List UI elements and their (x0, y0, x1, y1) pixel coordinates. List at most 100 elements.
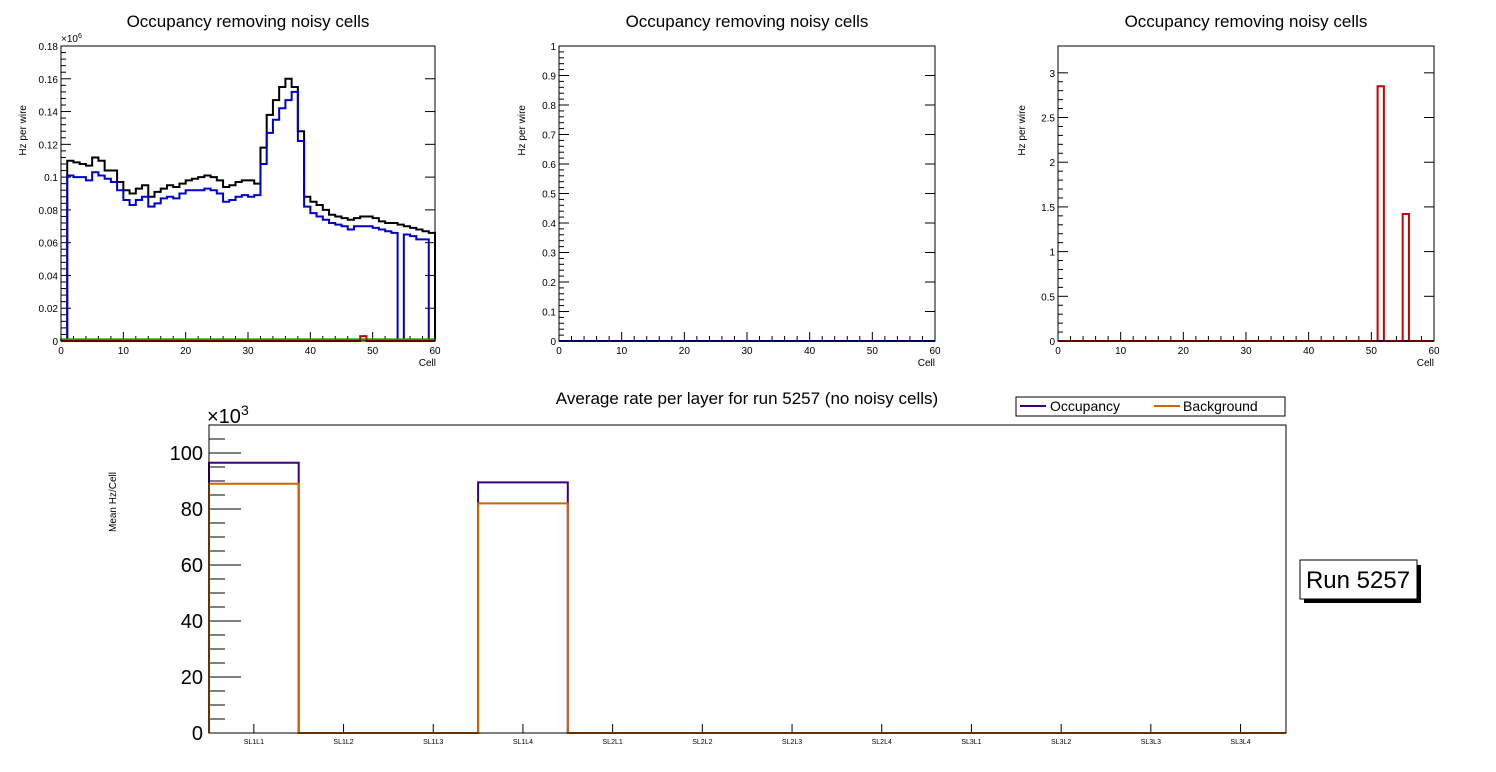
summary-category-label: SL3L2 (1051, 739, 1071, 746)
panel-3-xlabel: Cell (1417, 358, 1434, 369)
summary-category-label: SL3L1 (961, 739, 981, 746)
panel-3-ytick-label: 1.5 (1041, 203, 1055, 214)
panel-3-xtick-label: 40 (1303, 346, 1315, 357)
panel-1-xtick-label: 0 (58, 346, 64, 357)
panel-1-title: Occupancy removing noisy cells (127, 12, 370, 31)
summary-panel: Average rate per layer for run 5257 (no … (108, 389, 1421, 746)
panel-2-xtick-label: 20 (679, 346, 691, 357)
summary-ytick-label: 40 (181, 611, 203, 633)
summary-x-ticks: SL1L1 SL1L2 SL1L3 SL1L4 SL2L1 SL2L2 SL2L3 SL2L4… (244, 724, 1251, 746)
summary-ytick-label: 60 (181, 555, 203, 577)
panel-2-ytick-label: 0.8 (542, 101, 556, 112)
summary-category-label: SL2L1 (603, 739, 623, 746)
panel-3-xtick-label: 20 (1178, 346, 1190, 357)
panel-2-y-ticks: 0 0.1 0.2 0.3 0.4 0.5 0.6 0.7 0.8 0.9 1 (542, 42, 935, 348)
panel-1-xlabel: Cell (419, 358, 436, 369)
panel-2-xtick-label: 40 (804, 346, 816, 357)
panel-2: Occupancy removing noisy cells Hz per wi… (517, 12, 941, 369)
panel-1-ytick-label: 0 (52, 337, 58, 348)
panel-3-series (1058, 85, 1434, 342)
panel-3-x-ticks: 0 10 20 30 40 50 60 (1055, 332, 1440, 357)
panel-3: Occupancy removing noisy cells Hz per wi… (1017, 12, 1440, 369)
panel-3-ytick-label: 2 (1049, 158, 1055, 169)
summary-category-label: SL3L3 (1141, 739, 1161, 746)
panel-1-ytick-label: 0.1 (44, 173, 58, 184)
summary-y-ticks: 0 20 40 60 80 100 (170, 424, 241, 745)
summary-ytick-label: 0 (192, 723, 203, 745)
panel-2-xtick-label: 10 (616, 346, 628, 357)
summary-category-label: SL1L3 (423, 739, 443, 746)
panel-1-ytick-label: 0.14 (39, 108, 59, 119)
panel-2-ytick-label: 0 (550, 337, 556, 348)
panel-1-xtick-label: 20 (180, 346, 192, 357)
panel-3-ytick-label: 2.5 (1041, 114, 1055, 125)
panel-3-y-ticks: 0 0.5 1 1.5 2 2.5 3 (1041, 69, 1434, 348)
panel-3-frame (1057, 45, 1435, 342)
panel-2-title: Occupancy removing noisy cells (626, 12, 869, 31)
panel-1-series-background (60, 338, 436, 341)
summary-category-label: SL1L4 (513, 739, 533, 746)
panel-2-ytick-label: 0.7 (542, 131, 556, 142)
panel-1-x-ticks: 0 10 20 30 40 50 60 (58, 332, 441, 357)
panel-1: Occupancy removing noisy cells Hz per wi… (18, 12, 441, 369)
panel-1-xtick-label: 50 (367, 346, 379, 357)
summary-legend: Occupancy Background (1015, 396, 1286, 417)
summary-exponent-power: 3 (241, 402, 249, 418)
legend-box (1015, 396, 1286, 417)
summary-category-label: SL1L2 (333, 739, 353, 746)
panel-2-frame (558, 45, 936, 342)
panel-1-xtick-label: 30 (242, 346, 254, 357)
panel-1-ytick-label: 0.02 (39, 304, 59, 315)
panel-1-ytick-label: 0.18 (39, 42, 59, 53)
panel-2-xtick-label: 60 (929, 346, 941, 357)
panel-2-xtick-label: 50 (867, 346, 879, 357)
panel-3-title: Occupancy removing noisy cells (1125, 12, 1368, 31)
panel-2-ylabel: Hz per wire (517, 105, 528, 156)
panel-1-y-ticks: 0 0.02 0.04 0.06 0.08 0.1 0.12 0.14 0.16 0.18 (39, 42, 435, 348)
panel-1-ytick-label: 0.08 (39, 206, 59, 217)
panel-3-xtick-label: 0 (1055, 346, 1061, 357)
summary-category-label: SL2L2 (692, 739, 712, 746)
run-label-frame (1299, 559, 1418, 600)
panel-2-ytick-label: 0.2 (542, 278, 556, 289)
panel-2-xtick-label: 0 (556, 346, 562, 357)
summary-category-label: SL1L1 (244, 739, 264, 746)
legend-occupancy-label: Occupancy (1050, 398, 1120, 414)
panel-2-xtick-label: 30 (741, 346, 753, 357)
panel-1-exponent-base: ×10 (61, 34, 78, 45)
run-label-text: Run 5257 (1306, 567, 1410, 594)
summary-exponent-base: ×10 (207, 406, 241, 428)
panel-2-ytick-label: 1 (550, 42, 556, 53)
summary-exponent: ×103 (207, 402, 249, 428)
panel-2-ytick-label: 0.1 (542, 308, 556, 319)
panel-1-frame (60, 45, 436, 342)
panel-3-ytick-label: 0.5 (1041, 292, 1055, 303)
panel-1-ytick-label: 0.16 (39, 75, 59, 86)
panel-1-exponent-power: 6 (78, 33, 82, 40)
panel-2-xlabel: Cell (918, 358, 935, 369)
summary-ytick-label: 20 (181, 667, 203, 689)
panel-1-ytick-label: 0.04 (39, 271, 59, 282)
panel-3-ytick-label: 0 (1049, 337, 1055, 348)
summary-title: Average rate per layer for run 5257 (no … (556, 389, 938, 408)
panel-1-series-all-hits (61, 77, 436, 342)
panel-1-ylabel: Hz per wire (18, 105, 29, 156)
panel-2-ytick-label: 0.6 (542, 160, 556, 171)
legend-background-label: Background (1183, 398, 1258, 414)
panel-2-ytick-label: 0.3 (542, 249, 556, 260)
panel-1-xtick-label: 40 (305, 346, 317, 357)
summary-category-label: SL2L4 (872, 739, 892, 746)
summary-category-label: SL2L3 (782, 739, 802, 746)
panel-1-ytick-label: 0.06 (39, 239, 59, 250)
summary-frame (208, 424, 1287, 734)
summary-category-label: SL3L4 (1230, 739, 1250, 746)
summary-series (208, 461, 1286, 734)
panel-3-xtick-label: 60 (1428, 346, 1440, 357)
panel-3-ytick-label: 1 (1049, 248, 1055, 259)
panel-2-ytick-label: 0.9 (542, 72, 556, 83)
summary-ylabel: Mean Hz/Cell (108, 472, 119, 532)
panel-3-xtick-label: 50 (1366, 346, 1378, 357)
summary-ytick-label: 80 (181, 499, 203, 521)
summary-series-background (208, 482, 1286, 734)
